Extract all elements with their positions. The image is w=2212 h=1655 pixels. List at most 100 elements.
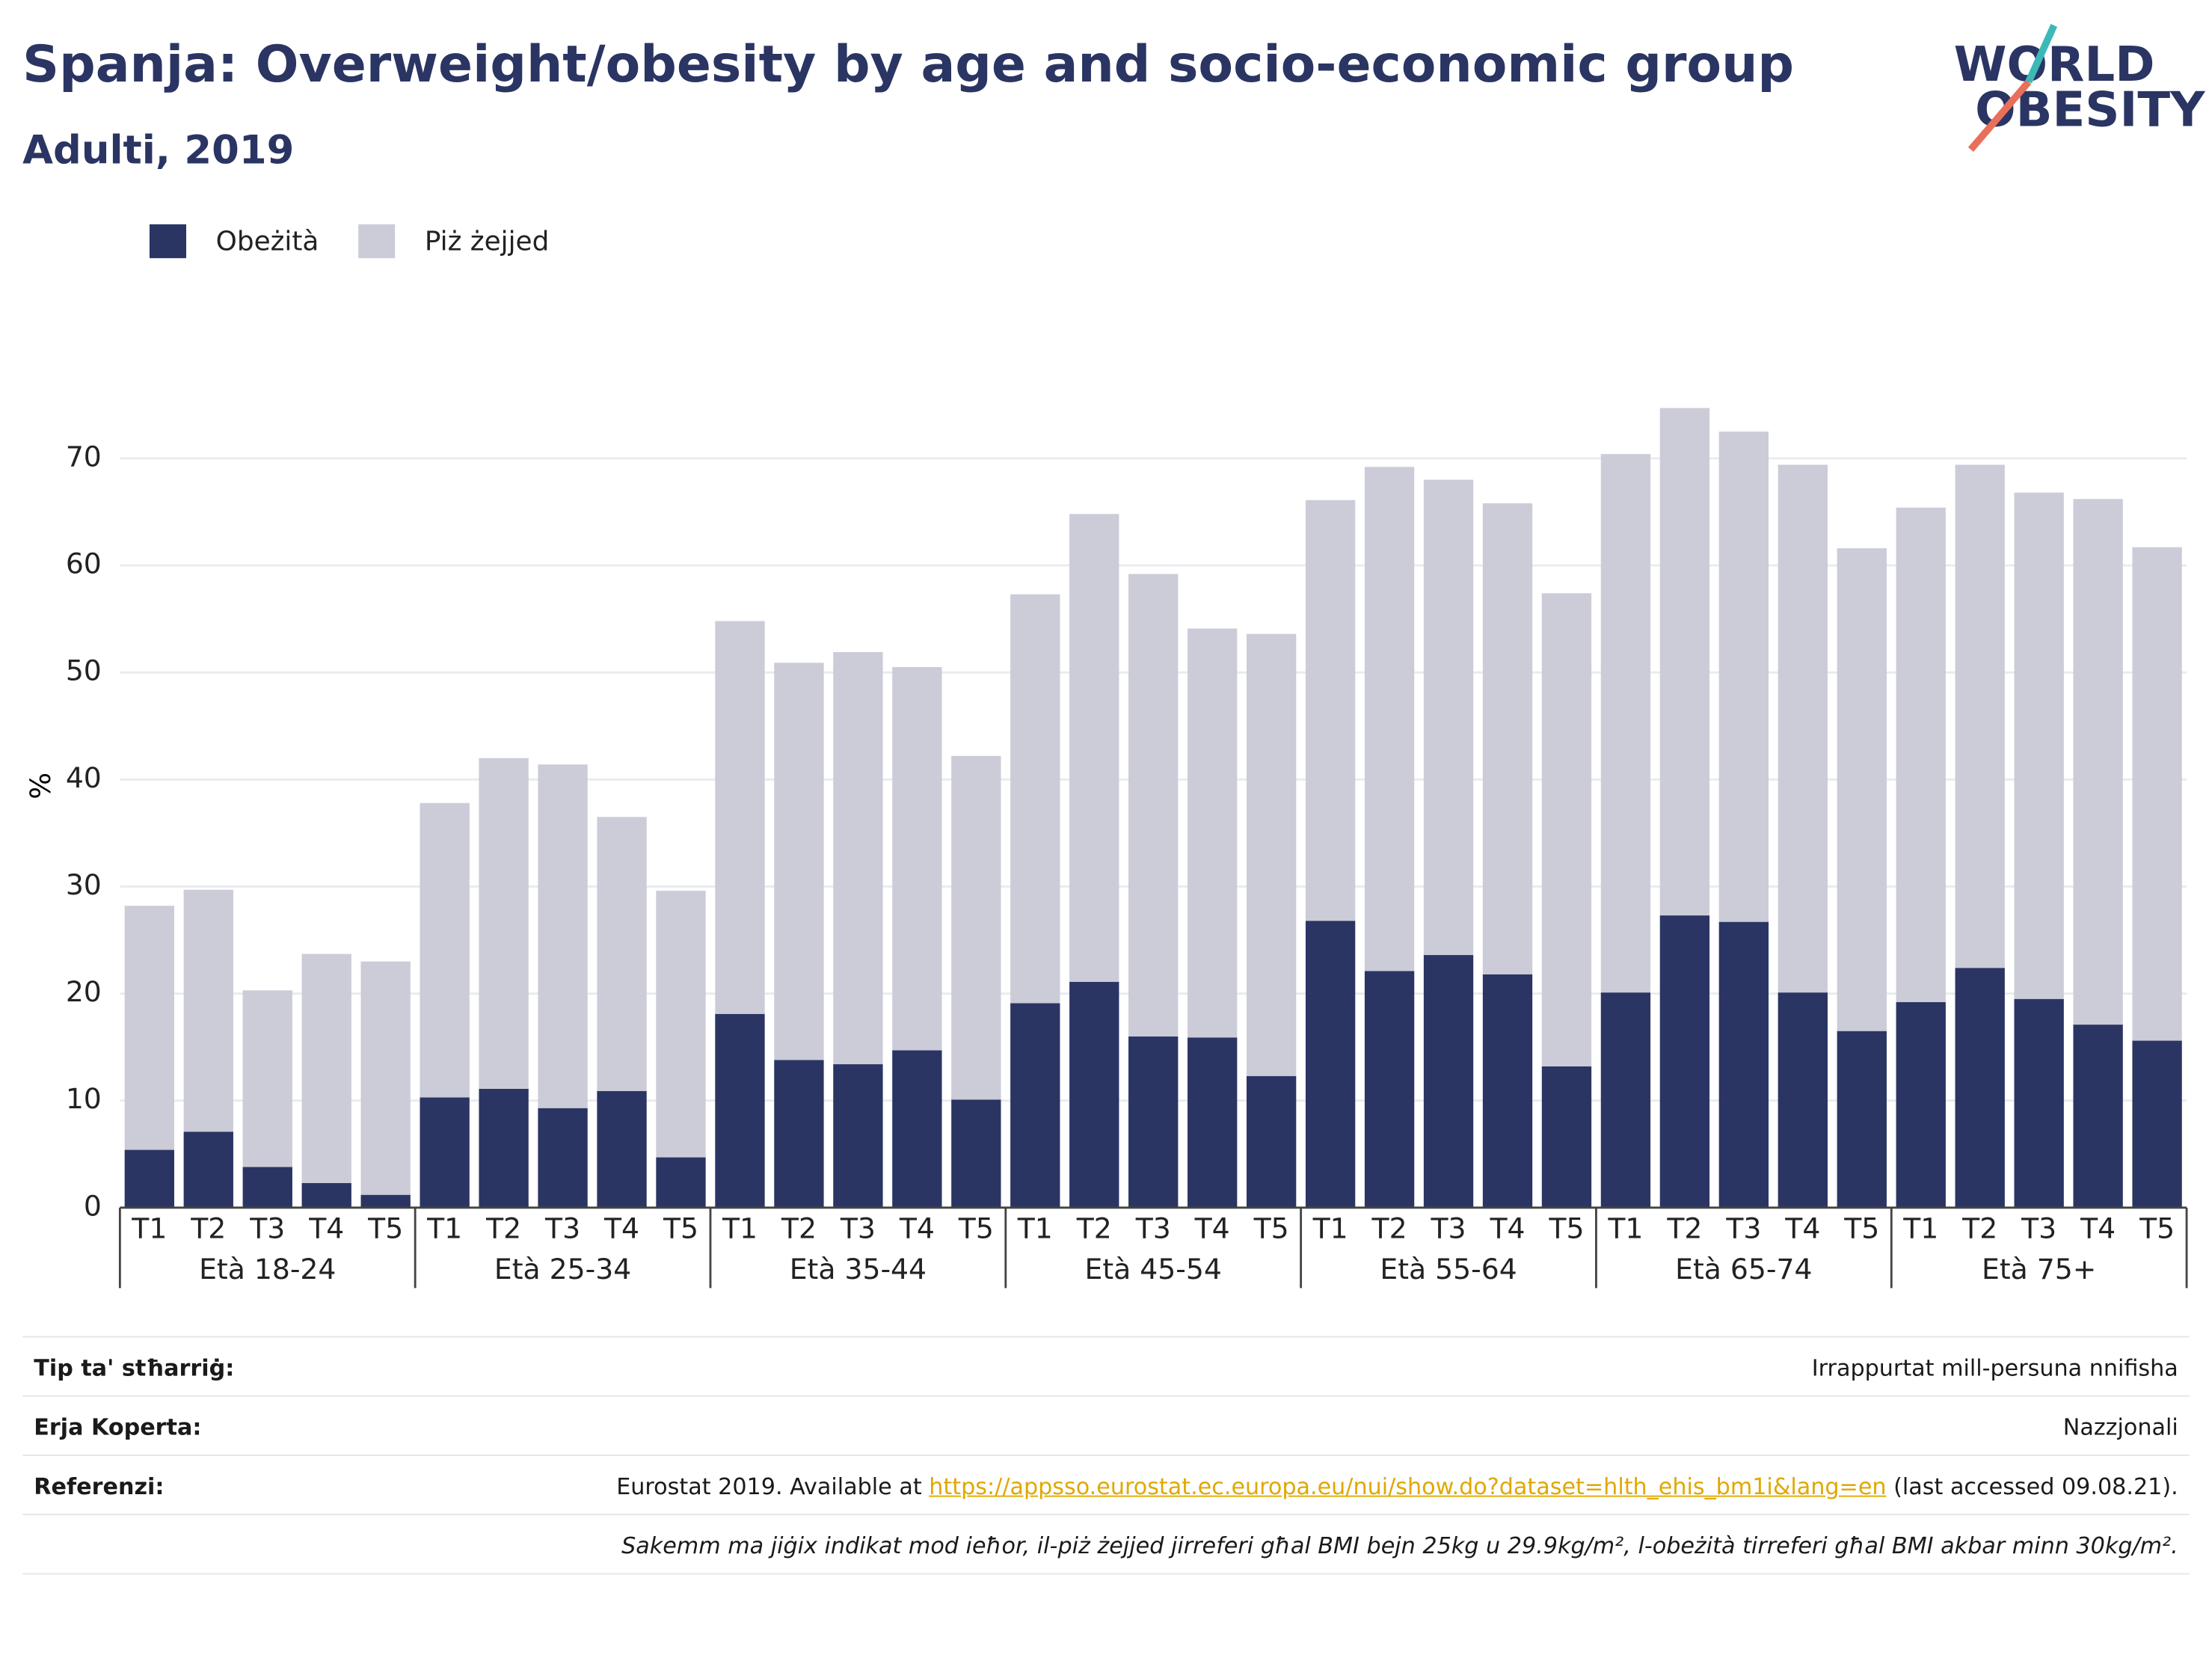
bar-segment (715, 1013, 765, 1208)
bar-segment (715, 621, 765, 1014)
chart-subtitle: Adulti, 2019 (22, 127, 294, 173)
x-tick-label: T1 (131, 1212, 167, 1245)
bar-segment (360, 961, 411, 1195)
bar-segment (1010, 1003, 1060, 1208)
bar-segment (1541, 593, 1592, 1066)
bar-segment (1600, 992, 1651, 1208)
x-tick-label: T1 (1902, 1212, 1938, 1245)
x-tick-label: T3 (2021, 1212, 2056, 1245)
logo-text: OBESITY (1975, 82, 2206, 138)
x-tick-label: T2 (485, 1212, 521, 1245)
bar-segment (892, 1050, 942, 1208)
bar-segment (951, 1099, 1001, 1208)
y-axis-label: % (24, 773, 57, 799)
bar-segment (1896, 1002, 1946, 1208)
bar-segment (1600, 454, 1651, 993)
x-tick-label: T4 (1194, 1212, 1230, 1245)
bar-segment (538, 764, 588, 1108)
bar-segment (1246, 1075, 1297, 1208)
reference-link[interactable]: https://appsso.eurostat.ec.europa.eu/nui… (929, 1473, 1887, 1500)
x-tick-label: T5 (958, 1212, 994, 1245)
x-tick-label: T5 (1253, 1212, 1289, 1245)
group-label: Età 65-74 (1675, 1253, 1812, 1286)
group-label: Età 75+ (1982, 1253, 2096, 1286)
group-label: Età 18-24 (199, 1253, 336, 1286)
legend-label: Piż żejjed (425, 226, 550, 257)
bar-segment (420, 802, 470, 1098)
y-tick-label: 60 (66, 547, 102, 580)
x-tick-label: T4 (1489, 1212, 1525, 1245)
x-tick-label: T1 (722, 1212, 758, 1245)
bar-segment (1364, 467, 1415, 971)
legend-swatch (358, 224, 396, 259)
legend-label: Obeżità (216, 226, 319, 257)
bar-segment (1305, 921, 1356, 1208)
bar-segment (2073, 1025, 2123, 1208)
bar-segment (538, 1108, 588, 1208)
x-tick-label: T2 (1961, 1212, 1997, 1245)
bar-segment (1069, 514, 1119, 982)
bar-segment (1659, 915, 1710, 1208)
group-label: Età 25-34 (494, 1253, 631, 1286)
x-tick-label: T5 (367, 1212, 403, 1245)
bar-segment (2014, 492, 2064, 999)
x-tick-label: T4 (1784, 1212, 1820, 1245)
bar-segment (1128, 574, 1179, 1037)
x-tick-label: T2 (190, 1212, 226, 1245)
bar-segment (1010, 594, 1060, 1004)
logo-slash (2025, 24, 2058, 84)
x-tick-label: T5 (2139, 1212, 2175, 1245)
bar-segment (1955, 464, 2005, 968)
footer-row: Referenzi: Eurostat 2019. Available at ht… (22, 1454, 2190, 1514)
y-tick-label: 0 (84, 1189, 102, 1222)
x-tick-label: T3 (1725, 1212, 1761, 1245)
bar-segment (597, 1090, 647, 1208)
footer-value: Eurostat 2019. Available at https://apps… (616, 1473, 2178, 1500)
y-tick-label: 30 (66, 868, 102, 901)
x-tick-label: T2 (1371, 1212, 1407, 1245)
footer-label: Tip ta' stħarriġ: (34, 1354, 235, 1381)
bar-segment (124, 906, 174, 1150)
legend-swatch (149, 224, 187, 259)
bar-segment (1364, 971, 1415, 1208)
bar-segment (1482, 503, 1533, 974)
y-tick-label: 70 (66, 440, 102, 473)
footer-value: Nazzjonali (2062, 1413, 2178, 1441)
bar-segment (479, 758, 529, 1089)
reference-text: (last accessed 09.08.21). (1893, 1473, 2178, 1500)
bar-segment (242, 1167, 292, 1208)
footer-value: Irrappurtat mill-persuna nnifisha (1811, 1354, 2178, 1381)
bar-segment (1188, 1037, 1238, 1208)
logo-slash (1967, 79, 2032, 153)
x-tick-label: T5 (1548, 1212, 1584, 1245)
footer-row: Tip ta' stħarriġ: Irrappurtat mill-persun… (22, 1336, 2190, 1395)
chart: Spanja: Overweight/obesity by age and so… (22, 24, 2206, 1289)
bar-segment (2132, 547, 2182, 1041)
bar-segment (833, 1064, 883, 1208)
bar-segment (1128, 1036, 1179, 1208)
x-tick-label: T3 (840, 1212, 876, 1245)
y-tick-label: 50 (66, 654, 102, 687)
bar-segment (1718, 432, 1769, 922)
bar-segment (301, 954, 351, 1183)
x-tick-label: T4 (899, 1212, 935, 1245)
footer-label: Erja Koperta: (34, 1413, 202, 1441)
x-tick-label: T2 (1076, 1212, 1112, 1245)
x-tick-label: T4 (2080, 1212, 2116, 1245)
bar-segment (420, 1097, 470, 1208)
x-tick-label: T3 (1135, 1212, 1171, 1245)
bar-segment (597, 817, 647, 1091)
x-tick-label: T2 (781, 1212, 817, 1245)
bar-segment (833, 651, 883, 1065)
x-tick-label: T2 (1666, 1212, 1702, 1245)
footer: Tip ta' stħarriġ: Irrappurtat mill-persun… (22, 1336, 2190, 1575)
x-tick-label: T3 (249, 1212, 285, 1245)
bar-segment (1246, 633, 1297, 1076)
bar-segment (892, 666, 942, 1051)
bar-segment (1837, 548, 1887, 1031)
footer-note: Sakemm ma jiġix indikat mod ieħor, il-pi… (621, 1532, 2178, 1559)
bar-segment (1541, 1066, 1592, 1208)
bar-segment (479, 1088, 529, 1208)
